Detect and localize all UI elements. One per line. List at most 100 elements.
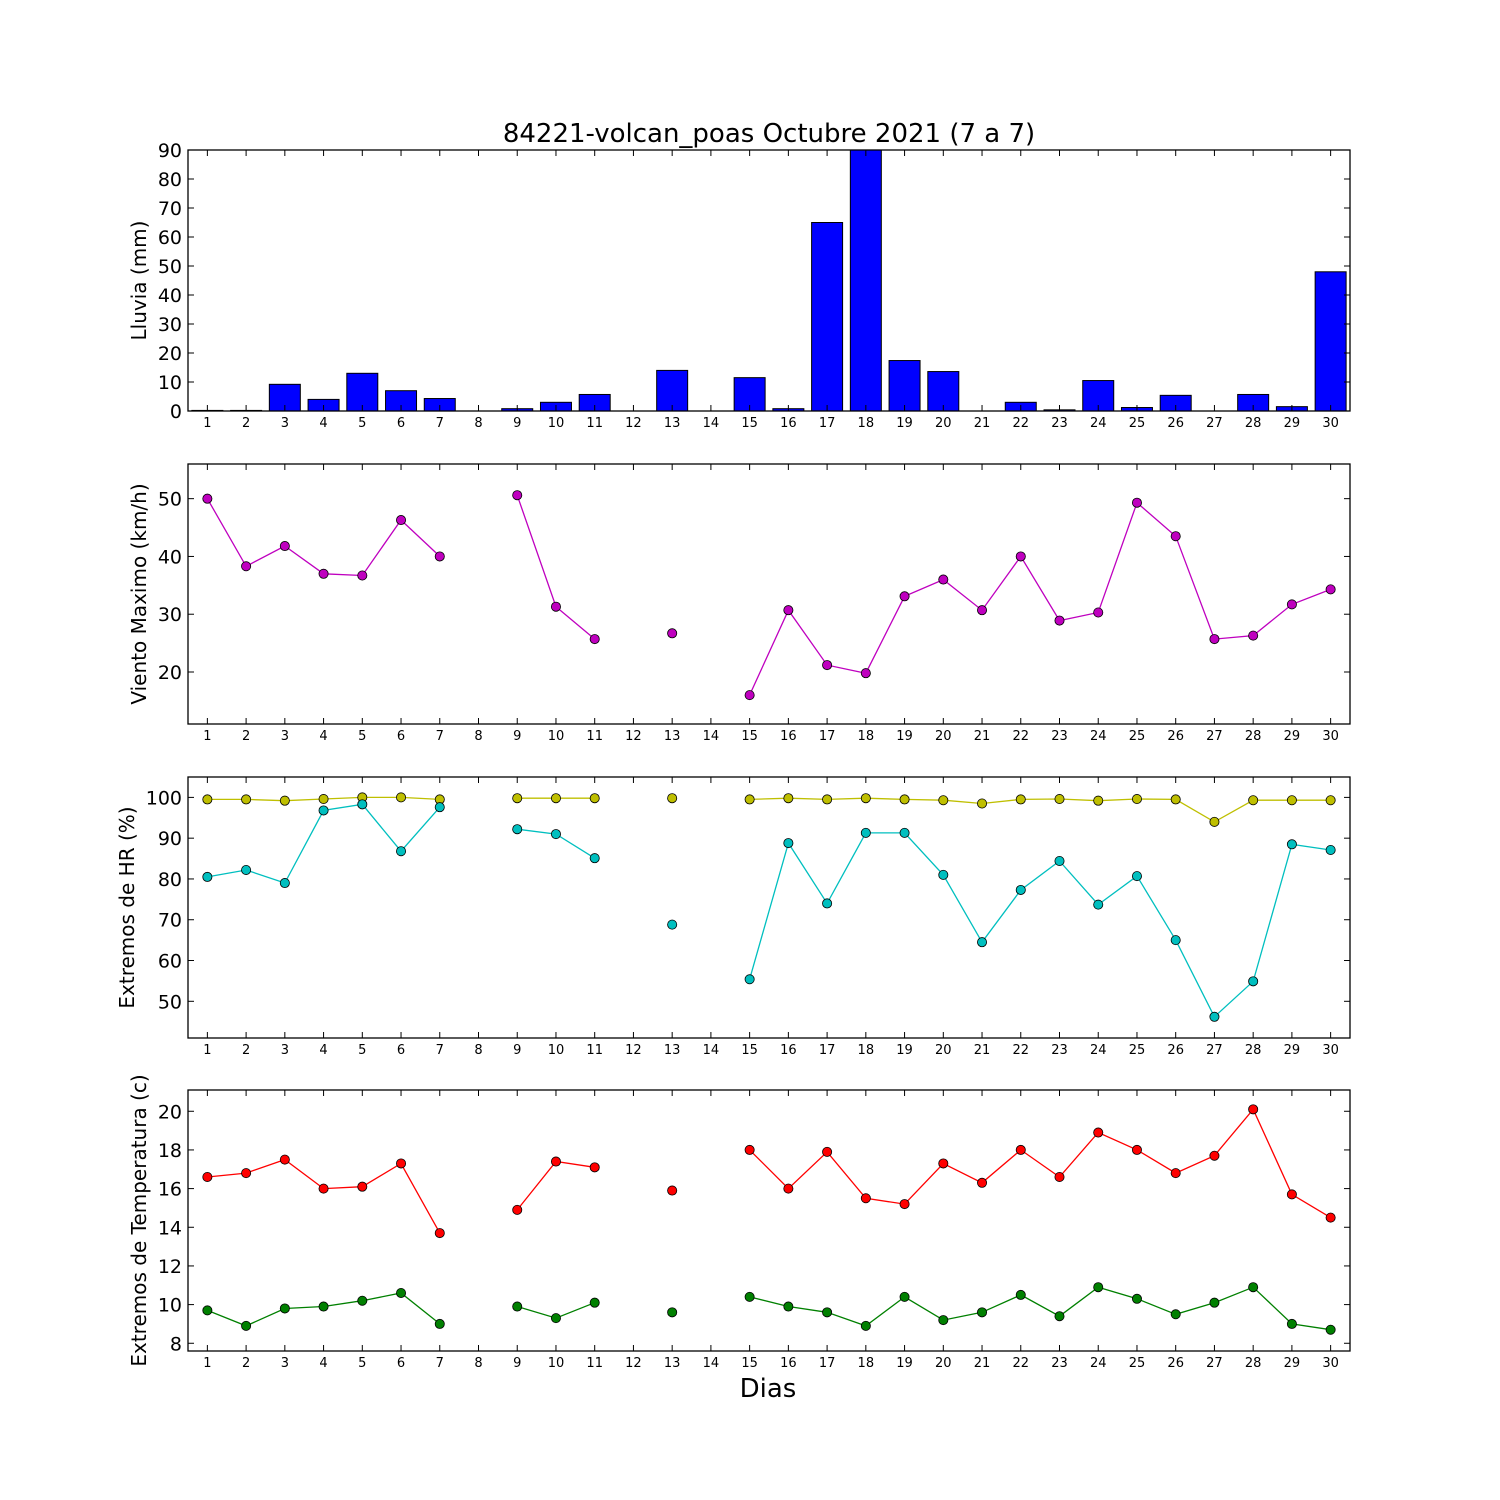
x-tick-label: 5 [358,416,366,431]
x-tick-label: 13 [664,729,681,744]
x-tick-label: 10 [548,1043,565,1058]
x-tick-label: 3 [281,416,289,431]
y-axis-label: Extremos de HR (%) [115,806,139,1008]
series-1-point-day-13 [667,793,678,804]
x-tick-label: 13 [664,416,681,431]
series-2-point-day-21 [977,937,988,948]
series-1-point-day-9 [512,793,523,804]
x-tick-label: 22 [1012,729,1029,744]
series-2-point-day-21 [977,1307,988,1318]
series-1-point-day-19 [899,1199,910,1210]
x-tick-label: 4 [319,416,327,431]
series-1-point-day-4 [318,794,329,805]
series-2-point-day-13 [667,919,678,930]
x-tick-label: 12 [625,1043,642,1058]
x-tick-label: 29 [1284,1356,1301,1371]
series-1-point-day-1 [202,794,213,805]
x-tick-label: 27 [1206,729,1223,744]
y-tick-label: 30 [158,314,182,336]
x-tick-label: 13 [664,1356,681,1371]
x-tick-label: 21 [974,729,991,744]
x-tick-label: 16 [780,729,797,744]
x-tick-label: 23 [1051,416,1068,431]
series-1-point-day-2 [241,794,252,805]
series-1-point-day-29 [1286,795,1297,806]
x-tick-label: 24 [1090,1356,1107,1371]
x-tick-label: 26 [1167,1043,1184,1058]
series-2-point-day-1 [202,1305,213,1316]
x-tick-label: 8 [474,729,482,744]
bar-day-17 [811,222,844,412]
x-tick-label: 10 [548,1356,565,1371]
y-tick-label: 0 [170,401,182,423]
series-1-point-day-25 [1131,497,1142,508]
series-2-point-day-26 [1170,1309,1181,1320]
x-tick-label: 1 [203,1043,211,1058]
series-1-point-day-10 [550,601,561,612]
y-tick-label: 40 [158,285,182,307]
x-tick-label: 18 [858,729,875,744]
x-tick-label: 22 [1012,416,1029,431]
series-1-point-day-16 [783,793,794,804]
series-1-point-day-19 [899,794,910,805]
series-1-point-day-20 [938,795,949,806]
x-tick-label: 14 [703,1356,720,1371]
series-1-line-2 [516,494,596,640]
series-2-point-day-11 [589,1297,600,1308]
series-2-line-4 [749,1286,1331,1331]
series-1-point-day-7 [434,551,445,562]
x-tick-label: 17 [819,416,836,431]
series-2-point-day-28 [1248,1282,1259,1293]
series-2-point-day-18 [860,827,871,838]
x-tick-label: 1 [203,729,211,744]
series-2-point-day-22 [1015,1289,1026,1300]
series-2-point-day-29 [1286,839,1297,850]
x-tick-label: 12 [625,1356,642,1371]
series-1-point-day-2 [241,561,252,572]
x-tick-label: 7 [436,1043,444,1058]
x-tick-label: 29 [1284,416,1301,431]
x-tick-label: 9 [513,1043,521,1058]
series-2-point-day-15 [744,1291,755,1302]
x-axis-label: Dias [740,1374,797,1404]
series-1-line-2 [516,1160,595,1211]
series-2-point-day-26 [1170,935,1181,946]
y-tick-label: 10 [158,372,182,394]
x-tick-label: 27 [1206,416,1223,431]
series-1-point-day-4 [318,1183,329,1194]
x-tick-label: 30 [1322,729,1339,744]
y-tick-label: 40 [158,546,182,568]
series-2-point-day-3 [279,1303,290,1314]
x-tick-label: 29 [1284,729,1301,744]
series-1-point-day-18 [860,1193,871,1204]
x-tick-label: 22 [1012,1043,1029,1058]
x-tick-label: 9 [513,729,521,744]
x-tick-label: 7 [436,416,444,431]
y-tick-label: 14 [158,1217,182,1239]
series-2-point-day-6 [396,846,407,857]
y-tick-label: 100 [146,787,182,809]
series-2-point-day-23 [1054,1311,1065,1322]
x-tick-label: 14 [703,416,720,431]
series-1-point-day-17 [822,794,833,805]
series-1-point-day-30 [1325,795,1336,806]
series-1-line-4 [749,501,1331,696]
x-tick-label: 20 [935,416,952,431]
series-1-point-day-16 [783,605,794,616]
y-axis-label: Extremos de Temperatura (c) [127,1074,151,1366]
x-tick-label: 28 [1245,1356,1262,1371]
series-1-point-day-23 [1054,615,1065,626]
x-tick-label: 4 [319,1043,327,1058]
series-1-point-day-26 [1170,794,1181,805]
series-1-point-day-30 [1325,584,1336,595]
x-tick-label: 11 [586,729,603,744]
bar-day-13 [656,369,689,412]
x-tick-label: 22 [1012,1356,1029,1371]
series-2-point-day-19 [899,827,910,838]
series-1-point-day-17 [822,660,833,671]
y-tick-label: 18 [158,1140,182,1162]
x-tick-label: 27 [1206,1356,1223,1371]
series-2-point-day-11 [589,853,600,864]
series-2-point-day-29 [1286,1318,1297,1329]
series-2-point-day-1 [202,871,213,882]
